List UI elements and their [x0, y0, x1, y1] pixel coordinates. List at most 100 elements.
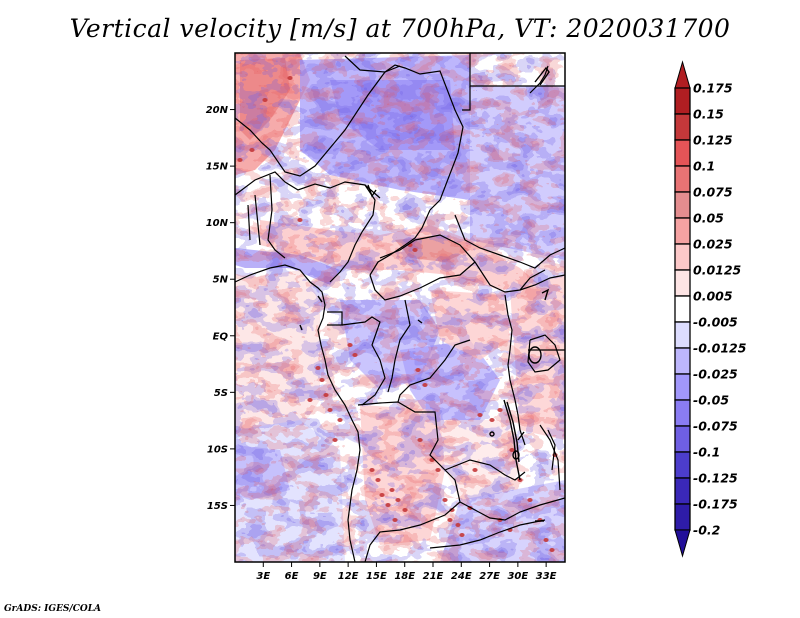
colorbar-label: -0.005 [693, 315, 738, 330]
colorbar: 0.175 0.15 0.125 0.1 0.075 0.05 0.025 0.0125 0.0… [674, 60, 747, 558]
colorbar-box [674, 139, 691, 167]
updraft-cell [385, 503, 391, 507]
updraft-cell [297, 218, 303, 222]
updraft-cell [262, 98, 268, 102]
updraft-cell [287, 76, 293, 80]
colorbar-label: 0.075 [693, 185, 733, 200]
lon-tick-label: 9E [313, 571, 327, 582]
lon-tick-label: 24E [451, 571, 472, 582]
lat-tick-label: 15N [206, 162, 229, 173]
updraft-cell [455, 523, 461, 527]
updraft-cell [497, 408, 503, 412]
updraft-cell [543, 538, 549, 542]
updraft-cell [549, 548, 555, 552]
updraft-cell [477, 413, 483, 417]
updraft-cell [472, 468, 478, 472]
updraft-cell [315, 366, 321, 370]
updraft-cell [402, 508, 408, 512]
updraft-cell [389, 488, 395, 492]
updraft-cell [327, 408, 333, 412]
colorbar-box [674, 217, 691, 245]
colorbar-label: 0.125 [693, 133, 733, 148]
colorbar-box [674, 243, 691, 271]
lon-tick-label: 12E [338, 571, 359, 582]
lon-tick-label: 3E [256, 571, 270, 582]
colorbar-label: 0.025 [693, 237, 733, 252]
colorbar-label: -0.025 [693, 367, 738, 382]
updraft-cell [459, 533, 465, 537]
colorbar-label: -0.075 [693, 419, 738, 434]
colorbar-box [674, 269, 691, 297]
lat-tick-label: 15S [207, 501, 228, 512]
updraft-cell [307, 398, 313, 402]
lat-tick-label: 5N [213, 275, 229, 286]
colorbar-box [674, 165, 691, 193]
updraft-cell [442, 498, 448, 502]
updraft-cell [319, 378, 325, 382]
updraft-cell [379, 493, 385, 497]
colorbar-box [674, 451, 691, 479]
updraft-cell [337, 418, 343, 422]
lat-tick-label: 5S [214, 388, 228, 399]
colorbar-label: -0.175 [693, 497, 738, 512]
colorbar-top-arrow [674, 60, 691, 89]
colorbar-label: -0.1 [693, 445, 720, 460]
updraft-cell [332, 438, 338, 442]
colorbar-box [674, 295, 691, 323]
updraft-cell [412, 248, 418, 252]
lon-tick-label: 27E [479, 571, 500, 582]
colorbar-box [674, 425, 691, 453]
rising-texture [235, 53, 565, 562]
updraft-cell [395, 498, 401, 502]
colorbar-box [674, 321, 691, 349]
plot-title: Vertical velocity [m/s] at 700hPa, VT: 2… [69, 14, 731, 43]
lon-tick-label: 33E [536, 571, 557, 582]
lon-tick-label: 21E [423, 571, 444, 582]
map-panel [235, 53, 565, 562]
colorbar-box [674, 347, 691, 375]
lakes [299, 66, 550, 522]
colorbar-box [674, 191, 691, 219]
updraft-cell [422, 383, 428, 387]
colorbar-box [674, 113, 691, 141]
colorbar-label: 0.175 [693, 81, 733, 96]
lon-tick-label: 6E [285, 571, 299, 582]
lon-tick-label: 15E [366, 571, 387, 582]
colorbar-label: -0.2 [693, 523, 720, 538]
lat-tick-label: EQ [213, 331, 229, 342]
colorbar-box [674, 477, 691, 505]
updraft-cell [489, 418, 495, 422]
colorbar-label: 0.005 [693, 289, 733, 304]
lat-tick-label: 10N [206, 218, 229, 229]
updraft-cell [352, 353, 358, 357]
latitude-axis: 20N 15N 10N 5N EQ 5S 10S 15S [206, 105, 235, 512]
colorbar-label: 0.0125 [693, 263, 742, 278]
updraft-cell [375, 478, 381, 482]
colorbar-label: -0.05 [693, 393, 729, 408]
colorbar-label: -0.0125 [693, 341, 747, 356]
longitude-axis: 3E 6E 9E 12E 15E 18E 21E 24E 27E 30E 33E [256, 562, 557, 582]
colorbar-label: 0.15 [693, 107, 724, 122]
colorbar-box [674, 399, 691, 427]
updraft-cell [447, 518, 453, 522]
colorbar-label: 0.05 [693, 211, 724, 226]
colorbar-label: 0.1 [693, 159, 715, 174]
updraft-cell [369, 468, 375, 472]
lon-tick-label: 18E [394, 571, 415, 582]
updraft-cell [392, 518, 398, 522]
updraft-cell [435, 468, 441, 472]
updraft-cell [449, 508, 455, 512]
lon-tick-label: 30E [507, 571, 528, 582]
updraft-cell [417, 438, 423, 442]
updraft-cell [347, 343, 353, 347]
strong-updraft-cells [237, 76, 558, 552]
colorbar-label: -0.125 [693, 471, 738, 486]
updraft-cell [509, 448, 515, 452]
colorbar-bottom-arrow [674, 529, 691, 558]
colorbar-box [674, 373, 691, 401]
country-borders [235, 53, 565, 562]
updraft-cell [323, 393, 329, 397]
map-frame [234, 52, 566, 563]
lat-tick-label: 10S [207, 444, 228, 455]
